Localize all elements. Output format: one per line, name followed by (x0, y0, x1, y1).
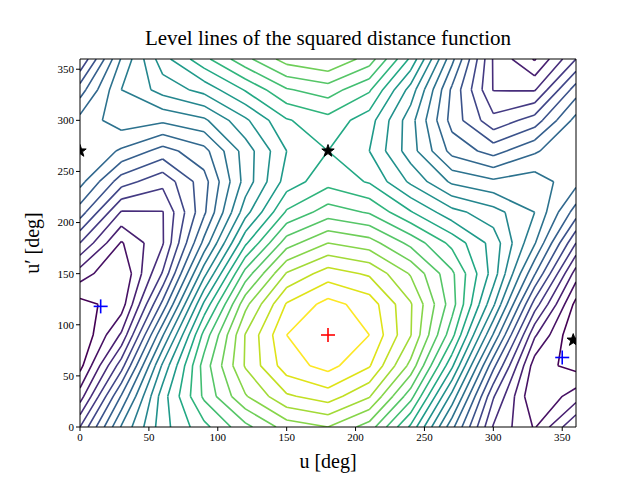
svg-text:150: 150 (58, 268, 75, 280)
svg-text:100: 100 (210, 431, 227, 443)
html-text:Level lines of the squared dis: Level lines of the squared distance func… (144, 26, 512, 50)
svg-text:200: 200 (347, 431, 364, 443)
svg-text:350: 350 (58, 63, 75, 75)
svg-text:50: 50 (143, 431, 155, 443)
svg-text:0: 0 (77, 431, 83, 443)
svg-text:250: 250 (58, 165, 75, 177)
svg-text:300: 300 (485, 431, 502, 443)
html-text:u [deg]: u [deg] (299, 450, 357, 472)
svg-text:150: 150 (278, 431, 295, 443)
svg-text:200: 200 (58, 216, 75, 228)
svg-text:50: 50 (63, 370, 75, 382)
html-text:u′ [deg]: u′ [deg] (20, 212, 43, 274)
svg-text:0: 0 (69, 421, 75, 433)
svg-text:350: 350 (554, 431, 571, 443)
svg-text:300: 300 (58, 114, 75, 126)
svg-text:100: 100 (58, 319, 75, 331)
svg-text:250: 250 (416, 431, 433, 443)
